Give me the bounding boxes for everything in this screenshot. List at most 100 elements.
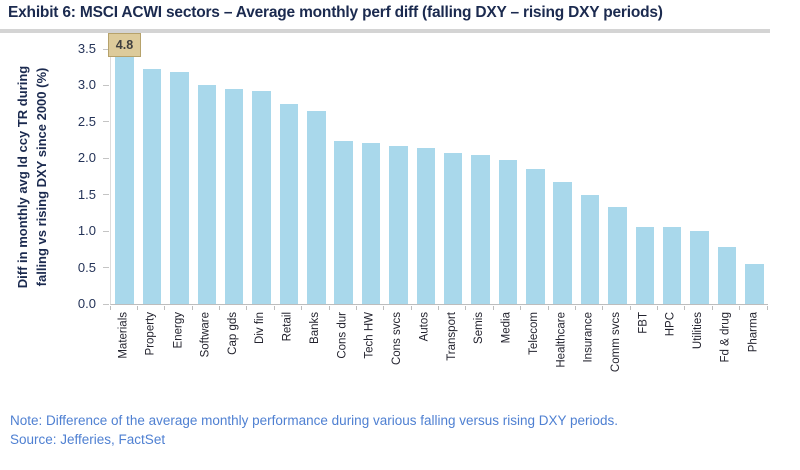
x-tick xyxy=(657,305,658,310)
bar-cell xyxy=(193,49,220,304)
bar-cell xyxy=(713,49,740,304)
x-tick xyxy=(602,305,604,310)
y-tick-label: 0.5 xyxy=(77,259,96,275)
bar-cap-gds xyxy=(224,89,244,304)
x-tick xyxy=(574,305,576,310)
x-category-label: Comm svcs xyxy=(609,312,622,373)
bar-insurance xyxy=(580,194,600,304)
bar-cell xyxy=(166,49,193,304)
bar-cons-dur xyxy=(334,140,353,304)
x-tick xyxy=(438,305,439,310)
bar-cell xyxy=(412,49,439,304)
data-label-callout: 4.8 xyxy=(108,33,141,57)
bar-cell xyxy=(522,49,549,304)
bar-semis xyxy=(471,155,490,304)
x-category-label: Div fin xyxy=(254,312,267,344)
bar-cell xyxy=(221,49,248,304)
bar-cell xyxy=(494,49,521,304)
bar-cell xyxy=(440,49,467,304)
bar-fd-drug xyxy=(717,247,737,304)
x-tick xyxy=(684,305,686,310)
title-divider xyxy=(0,29,770,33)
bar-cell xyxy=(549,49,576,304)
bar-utilities xyxy=(690,231,709,304)
bar-software xyxy=(197,85,217,304)
x-category-label: Transport xyxy=(445,312,458,361)
x-category-label: Insurance xyxy=(582,312,595,363)
bar-retail xyxy=(279,103,299,304)
source-text: Source: Jefferies, FactSet xyxy=(10,432,166,447)
bar-cell xyxy=(111,49,138,304)
x-category-label: Autos xyxy=(418,312,431,342)
x-category-label: Tech HW xyxy=(363,312,376,359)
x-category-label: FBT xyxy=(637,312,650,334)
y-axis-title-line1: Diff in monthly avg ld ccy TR during xyxy=(15,65,30,289)
y-tick xyxy=(103,48,109,50)
bar-energy xyxy=(170,71,189,304)
x-category-label: Pharma xyxy=(746,312,759,353)
bar-cell xyxy=(604,49,631,304)
x-category-label: Banks xyxy=(308,312,321,344)
y-tick xyxy=(103,194,109,196)
x-tick xyxy=(164,305,166,310)
x-tick xyxy=(766,305,768,310)
bar-cell xyxy=(303,49,330,304)
x-category-label: Utilities xyxy=(692,312,705,350)
bar-cell xyxy=(576,49,603,304)
x-tick xyxy=(219,305,220,310)
x-tick xyxy=(410,305,412,310)
y-tick-label: 2.0 xyxy=(77,150,96,166)
bar-cell xyxy=(138,49,165,304)
y-tick xyxy=(103,230,109,232)
y-tick xyxy=(103,121,109,123)
x-category-label: Retail xyxy=(281,312,294,342)
x-category-label: Materials xyxy=(117,312,130,359)
x-category-label: Telecom xyxy=(527,312,540,355)
chart-title: Exhibit 6: MSCI ACWI sectors – Average m… xyxy=(8,4,663,21)
x-tick xyxy=(739,305,741,310)
y-tick xyxy=(103,303,109,305)
x-category-label: Fd & drug xyxy=(719,312,732,363)
bar-property xyxy=(142,69,162,304)
x-category-label: Media xyxy=(500,312,513,344)
x-tick xyxy=(301,305,303,310)
bar-cell xyxy=(330,49,357,304)
bar-cell xyxy=(248,49,275,304)
bar-healthcare xyxy=(553,181,572,304)
x-tick xyxy=(246,305,248,310)
x-category-label: Cons dur xyxy=(336,312,349,359)
x-tick xyxy=(711,305,713,310)
y-tick-label: 1.5 xyxy=(77,186,96,202)
bar-tech-hw xyxy=(361,143,381,304)
x-category-label: Energy xyxy=(171,312,184,349)
x-category-label: Semis xyxy=(473,312,486,344)
bar-cell xyxy=(741,49,768,304)
bar-banks xyxy=(307,110,326,304)
x-category-label: Healthcare xyxy=(555,312,568,368)
bar-cell xyxy=(385,49,412,304)
x-category-label: Property xyxy=(144,312,157,356)
bar-div-fin xyxy=(252,91,271,304)
y-tick-label: 0.0 xyxy=(77,296,96,311)
y-tick xyxy=(103,84,109,86)
y-tick-label: 3.0 xyxy=(77,77,96,93)
x-category-label: Cons svcs xyxy=(390,312,403,366)
y-axis-title-line2: falling vs rising DXY since 2000 (%) xyxy=(34,67,49,287)
y-tick-label: 2.5 xyxy=(77,113,96,129)
y-tick-label: 1.0 xyxy=(77,223,96,239)
x-category-label: Software xyxy=(199,312,212,358)
bar-media xyxy=(498,160,518,304)
y-tick xyxy=(103,157,109,159)
bar-cell xyxy=(631,49,658,304)
plot-area xyxy=(110,49,768,305)
bar-cell xyxy=(659,49,686,304)
x-category-label: HPC xyxy=(664,312,677,337)
bar-cell xyxy=(357,49,384,304)
bar-autos xyxy=(416,148,436,304)
bar-comm-svcs xyxy=(608,207,627,304)
x-tick xyxy=(520,305,522,310)
bar-cell xyxy=(686,49,713,304)
bar-materials xyxy=(115,49,134,304)
footnote-block: Note: Difference of the average monthly … xyxy=(10,411,618,449)
